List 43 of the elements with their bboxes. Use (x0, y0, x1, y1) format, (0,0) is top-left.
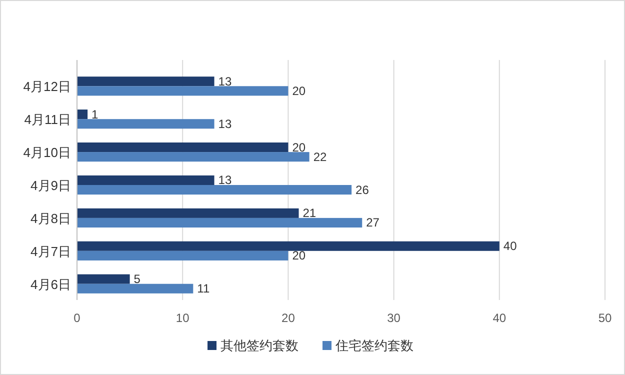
y-tick-label: 4月8日 (30, 210, 71, 226)
legend-label: 其他签约套数 (220, 338, 298, 353)
y-tick-label: 4月9日 (30, 178, 71, 193)
data-label: 11 (197, 282, 210, 296)
x-tick-label: 20 (282, 311, 296, 325)
bar (77, 119, 214, 129)
x-tick-label: 10 (176, 311, 190, 325)
bar (77, 185, 352, 195)
data-label: 13 (218, 116, 232, 131)
x-tick-label: 30 (387, 311, 401, 325)
data-label: 13 (218, 74, 232, 88)
bar (77, 250, 288, 260)
data-label: 13 (218, 173, 232, 188)
data-label: 20 (292, 84, 306, 98)
y-tick-label: 4月7日 (30, 244, 71, 259)
data-label: 5 (134, 272, 141, 286)
y-tick-label: 4月11日 (24, 112, 71, 128)
bar (77, 284, 194, 294)
data-label: 21 (302, 206, 316, 220)
data-label: 26 (356, 182, 370, 197)
x-tick-label: 0 (74, 311, 81, 325)
bar (77, 218, 362, 228)
bar (77, 274, 130, 284)
y-tick-label: 4月6日 (30, 276, 71, 292)
bar (77, 142, 288, 152)
bar (77, 76, 214, 86)
data-label: 20 (292, 140, 306, 154)
data-label: 22 (313, 150, 327, 164)
bar (77, 86, 288, 96)
data-label: 27 (366, 216, 380, 230)
x-tick-label: 50 (598, 311, 612, 325)
legend-label: 住宅签约套数 (334, 338, 414, 353)
bar (77, 208, 299, 218)
bar (77, 175, 214, 185)
y-tick-label: 4月12日 (23, 79, 71, 94)
y-tick-label: 4月10日 (23, 145, 71, 160)
bar (77, 110, 88, 120)
data-label: 20 (292, 248, 306, 263)
x-tick-label: 40 (492, 311, 506, 325)
data-label: 40 (503, 239, 518, 254)
data-label: 1 (92, 107, 99, 122)
bar (77, 152, 310, 162)
bar (77, 241, 500, 251)
